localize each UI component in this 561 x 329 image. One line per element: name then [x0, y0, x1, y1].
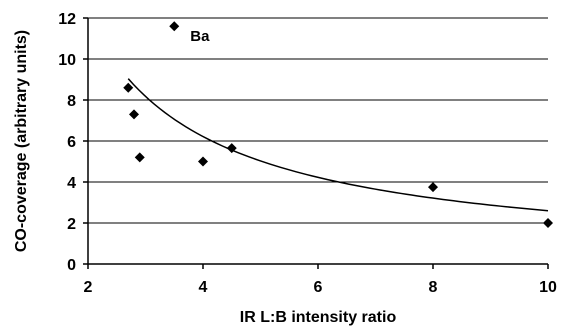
y-tick-label: 10 [58, 52, 76, 69]
y-axis-title: CO-coverage (arbitrary units) [13, 30, 30, 252]
y-tick-label: 6 [67, 134, 76, 151]
data-points [123, 21, 553, 228]
trendline-layer [127, 78, 549, 212]
data-point [428, 182, 438, 193]
x-tick-label: 10 [539, 279, 557, 296]
data-point [226, 143, 237, 154]
x-tick-label: 6 [314, 279, 323, 296]
point-annotation: Ba [190, 28, 210, 45]
data-point [134, 152, 145, 163]
y-tick-label: 0 [67, 257, 76, 274]
data-point [129, 109, 139, 120]
grid-lines [88, 17, 548, 224]
y-tick-label: 8 [67, 93, 76, 110]
data-point [543, 218, 553, 228]
x-axis-title: IR L:B intensity ratio [240, 309, 397, 326]
trendline [127, 78, 549, 212]
x-tick-label: 8 [429, 279, 438, 296]
data-point [198, 156, 208, 167]
data-point [123, 82, 134, 93]
axes [83, 17, 549, 269]
x-tick-label: 4 [199, 279, 208, 296]
annotations: Ba [190, 28, 210, 45]
x-tick-label: 2 [84, 279, 93, 296]
y-tick-label: 4 [67, 175, 76, 192]
y-tick-label: 2 [67, 216, 76, 233]
y-tick-label: 12 [58, 11, 76, 28]
data-point [169, 21, 180, 32]
